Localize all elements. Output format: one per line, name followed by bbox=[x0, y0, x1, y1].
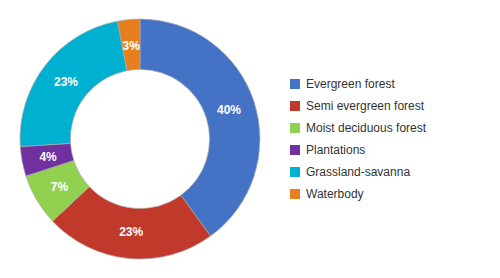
chart-container: 40% 23% 7% 4% 23% 3% Evergreen forest Semi ever… bbox=[0, 0, 500, 278]
data-label: 40% bbox=[217, 103, 241, 117]
legend-label: Grassland-savanna bbox=[306, 165, 410, 179]
legend-swatch bbox=[290, 145, 300, 155]
data-label: 3% bbox=[123, 39, 141, 53]
wedge bbox=[118, 19, 140, 71]
data-label: 23% bbox=[119, 225, 143, 239]
chart: 40% 23% 7% 4% 23% 3% Evergreen forest Semi ever… bbox=[0, 0, 500, 278]
legend-swatch bbox=[290, 167, 300, 177]
wedges bbox=[20, 19, 260, 259]
legend-swatch bbox=[290, 79, 300, 89]
wedge bbox=[20, 143, 74, 176]
legend-swatch bbox=[290, 123, 300, 133]
legend-label: Plantations bbox=[306, 143, 365, 157]
data-label: 4% bbox=[39, 150, 57, 164]
data-label: 23% bbox=[54, 75, 78, 89]
legend-label: Evergreen forest bbox=[306, 77, 395, 91]
legend: Evergreen forest Semi evergreen forest Moi… bbox=[290, 77, 427, 201]
legend-swatch bbox=[290, 101, 300, 111]
legend-swatch bbox=[290, 189, 300, 199]
legend-label: Semi evergreen forest bbox=[306, 99, 425, 113]
data-labels: 40% 23% 7% 4% 23% 3% bbox=[39, 39, 241, 239]
data-label: 7% bbox=[51, 180, 69, 194]
legend-label: Waterbody bbox=[306, 187, 364, 201]
wedge bbox=[20, 21, 127, 146]
legend-label: Moist deciduous forest bbox=[306, 121, 427, 135]
wedge bbox=[140, 19, 260, 236]
